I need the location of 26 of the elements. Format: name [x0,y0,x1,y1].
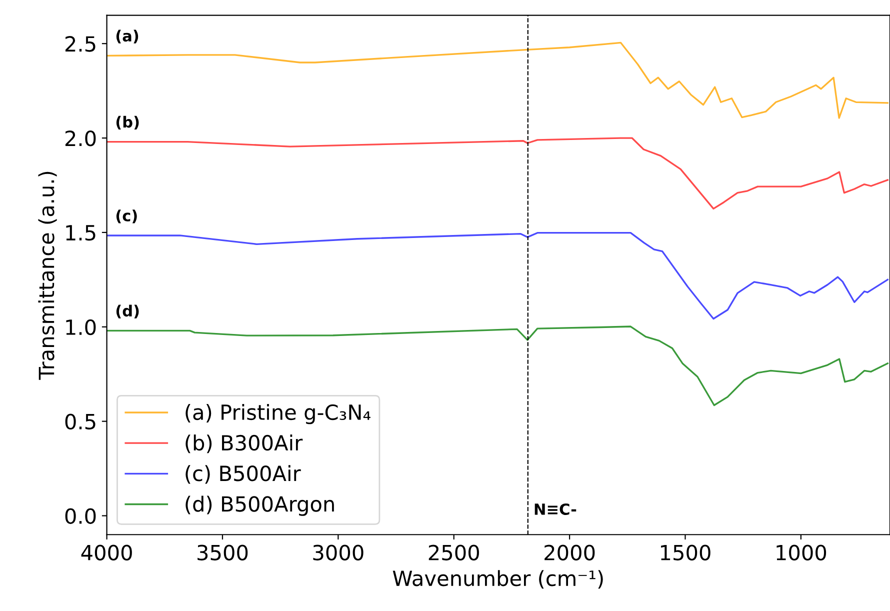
y-tick-label: 2.0 [65,130,96,146]
x-tick-label: 1000 [776,544,826,560]
ref-line-label: N≡C- [534,503,576,515]
line-series [106,137,889,210]
y-tick-label: 0.5 [65,414,96,430]
y-axis-title: Transmittance (a.u.) [38,172,57,380]
annotation: (a) [116,30,138,44]
annotation: (b) [116,116,139,130]
x-tick-label: 3500 [198,544,248,560]
y-tick-label: 1.5 [66,225,96,241]
x-axis-title: Wavenumber (cm⁻¹) [392,570,603,589]
y-tick-label: 0.0 [65,508,96,524]
x-tick-label: 1500 [661,544,710,560]
x-tick-label: 3000 [313,544,364,560]
legend-label: (a) Pristine g-C₃N₄ [186,404,370,424]
y-tick-label: 2.5 [65,36,96,52]
legend-label: (d) B500Argon [186,496,334,516]
y-tick-label: 1.0 [66,319,96,336]
annotation: (d) [116,304,139,318]
x-tick-label: 2500 [428,544,479,560]
legend-label: (c) B500Air [186,465,301,484]
line-series [106,232,889,320]
legend-label: (b) B300Air [186,434,303,454]
x-tick-label: 2000 [544,544,595,560]
x-tick-label: 4000 [81,544,132,560]
annotation: (c) [116,210,137,224]
